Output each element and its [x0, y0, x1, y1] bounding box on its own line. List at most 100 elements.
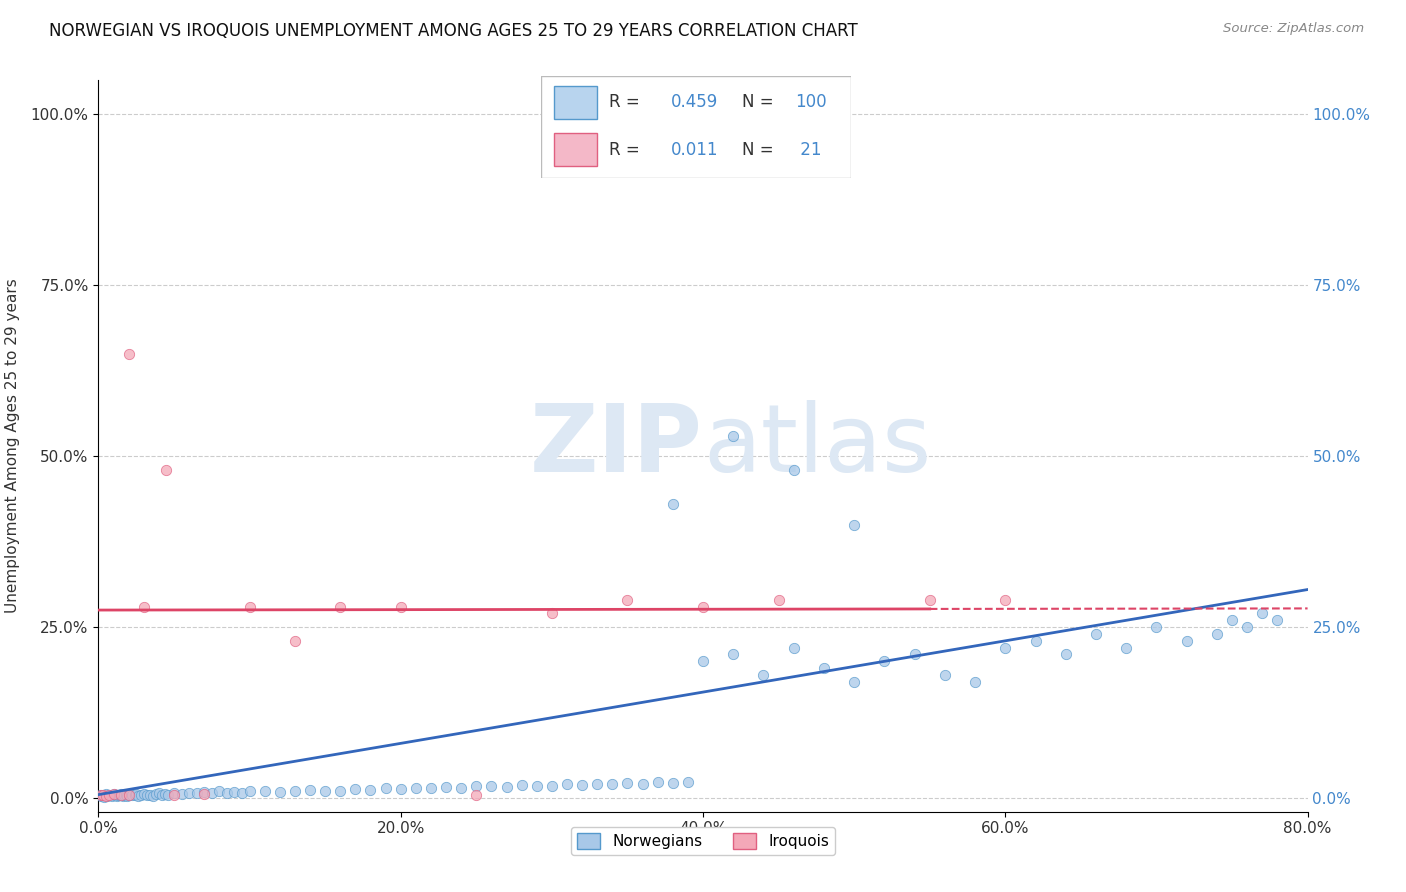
Point [481, 779, 503, 793]
Point [101, 789, 124, 803]
Point [186, 786, 208, 800]
Point [602, 777, 624, 791]
Point [360, 782, 382, 797]
Point [314, 784, 336, 798]
Text: R =: R = [609, 94, 640, 112]
Point [934, 668, 956, 682]
Point [676, 774, 699, 789]
Point [450, 780, 472, 795]
Point [239, 599, 262, 614]
Point [145, 787, 167, 801]
Point [1251, 607, 1274, 621]
Point [94, 787, 117, 801]
Point [98, 788, 121, 802]
Point [118, 789, 141, 803]
Text: 21: 21 [794, 141, 821, 159]
Point [783, 463, 806, 477]
Point [1054, 648, 1077, 662]
Point [965, 674, 987, 689]
Point [139, 788, 162, 802]
Point [124, 789, 146, 803]
Point [1175, 633, 1198, 648]
Point [692, 599, 714, 614]
Point [224, 785, 246, 799]
Point [284, 784, 307, 798]
Point [783, 640, 806, 655]
Text: Source: ZipAtlas.com: Source: ZipAtlas.com [1223, 22, 1364, 36]
Point [179, 786, 201, 800]
Bar [554, 87, 598, 119]
Point [163, 789, 186, 803]
Point [555, 777, 578, 791]
Point [904, 648, 927, 662]
Point [91, 789, 114, 803]
Point [844, 674, 866, 689]
Point [253, 783, 276, 797]
Point [150, 788, 173, 802]
Point [132, 599, 155, 614]
Point [299, 782, 322, 797]
Point [284, 633, 307, 648]
Point [112, 789, 135, 803]
Point [103, 787, 125, 801]
Point [118, 347, 141, 361]
Point [142, 789, 165, 803]
Point [405, 780, 427, 795]
Point [616, 592, 638, 607]
Text: ZIP: ZIP [530, 400, 703, 492]
Point [571, 778, 593, 792]
Point [100, 789, 122, 803]
Point [1206, 627, 1229, 641]
Point [108, 789, 131, 803]
Point [132, 787, 155, 801]
Point [752, 668, 775, 682]
Point [374, 781, 396, 796]
Point [153, 787, 176, 801]
Point [111, 789, 134, 803]
Point [723, 429, 745, 443]
Point [91, 788, 114, 802]
Point [873, 654, 896, 668]
Point [156, 789, 179, 803]
Point [125, 787, 148, 801]
Point [155, 463, 177, 477]
Point [1115, 640, 1137, 655]
Point [540, 607, 562, 621]
Point [647, 775, 669, 789]
Legend: Norwegians, Iroquois: Norwegians, Iroquois [571, 827, 835, 855]
Text: NORWEGIAN VS IROQUOIS UNEMPLOYMENT AMONG AGES 25 TO 29 YEARS CORRELATION CHART: NORWEGIAN VS IROQUOIS UNEMPLOYMENT AMONG… [49, 22, 858, 40]
Point [994, 640, 1017, 655]
Point [208, 784, 231, 798]
Point [269, 785, 291, 799]
Bar [554, 133, 598, 166]
Text: N =: N = [742, 94, 773, 112]
Point [115, 789, 138, 803]
Point [465, 788, 488, 802]
Point [105, 789, 128, 803]
Point [510, 778, 533, 792]
Point [389, 599, 412, 614]
Point [344, 782, 367, 797]
Point [586, 777, 609, 791]
Point [163, 786, 186, 800]
Point [994, 592, 1017, 607]
Text: 0.011: 0.011 [671, 141, 718, 159]
Point [90, 789, 112, 803]
Point [661, 497, 683, 511]
Point [329, 599, 352, 614]
Point [389, 782, 412, 797]
Point [692, 654, 714, 668]
Point [1236, 620, 1258, 634]
Point [329, 783, 352, 797]
Point [813, 661, 835, 675]
Point [1220, 613, 1243, 627]
Text: R =: R = [609, 141, 640, 159]
Point [90, 789, 112, 803]
FancyBboxPatch shape [541, 76, 851, 178]
Point [1085, 627, 1108, 641]
Point [434, 780, 457, 794]
Point [661, 776, 683, 790]
Point [918, 592, 941, 607]
Point [107, 788, 129, 802]
Point [465, 780, 488, 794]
